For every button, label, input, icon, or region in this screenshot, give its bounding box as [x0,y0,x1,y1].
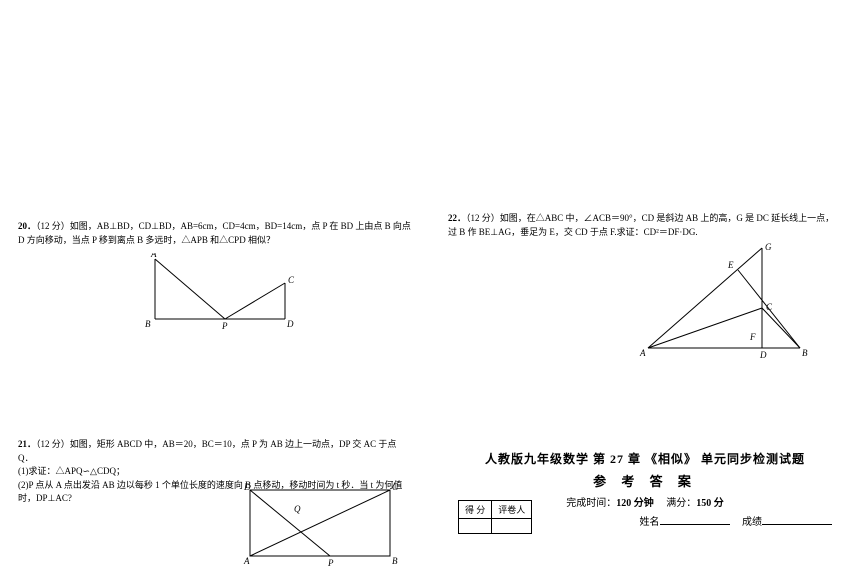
problem-21-q1: (1)求证：△APQ∽△CDQ； [18,465,412,479]
problem-21-number: 21． [18,439,36,449]
score-table: 得 分 评卷人 [458,500,532,534]
problem-21-figure: A B C D P Q [230,478,410,568]
label-G: G [765,242,772,252]
time-label: 完成时间： [566,498,616,509]
label-A: A [639,348,646,358]
problem-20-figure: A B P D C [115,253,315,333]
problem-22-points: （12 分） [466,213,500,223]
label-P: P [221,321,228,331]
problem-20-number: 20． [18,221,36,231]
score-table-cell2 [492,519,532,534]
label-A: A [150,253,157,259]
answer-title: 人教版九年级数学 第 27 章 《相似》 单元同步检测试题 [448,450,842,467]
label-A: A [243,556,250,566]
problem-20-points: （12 分） [36,221,70,231]
score-table-col1: 得 分 [459,501,492,519]
label-F: F [749,332,756,342]
score-label: 满分： [666,498,696,509]
score-table-cell1 [459,519,492,534]
problem-20: 20．（12 分）如图，AB⊥BD，CD⊥BD，AB=6cm，CD=4cm，BD… [18,220,412,339]
result-blank [762,515,832,525]
name-blank [660,515,730,525]
problem-21-points: （12 分） [36,439,70,449]
label-D: D [243,482,251,492]
label-B: B [802,348,808,358]
problem-22-figure: A B C D G E F [630,240,820,360]
label-E: E [727,260,734,270]
left-page: 20．（12 分）如图，AB⊥BD，CD⊥BD，AB=6cm，CD=4cm，BD… [0,0,430,547]
label-B: B [145,319,151,329]
label-D: D [286,319,294,329]
problem-22-number: 22． [448,213,466,223]
problem-22-text: 如图，在△ABC 中，∠ACB＝90°，CD 是斜边 AB 上的高，G 是 DC… [448,213,834,237]
answer-subtitle: 参 考 答 案 [448,471,842,490]
label-B: B [392,556,398,566]
problem-21-text: 如图，矩形 ABCD 中，AB＝20，BC＝10，点 P 为 AB 边上一动点，… [18,439,396,463]
label-P: P [327,558,334,568]
score-table-col2: 评卷人 [492,501,532,519]
result-label: 成绩 [742,517,762,528]
label-D: D [759,350,767,360]
label-C: C [288,275,295,285]
name-label: 姓名 [640,517,660,528]
label-Q: Q [294,504,301,514]
problem-22: 22．（12 分）如图，在△ABC 中，∠ACB＝90°，CD 是斜边 AB 上… [448,212,842,239]
time-value: 120 分钟 [616,498,654,509]
label-C: C [766,302,773,312]
score-value: 150 分 [696,498,724,509]
problem-20-text: 如图，AB⊥BD，CD⊥BD，AB=6cm，CD=4cm，BD=14cm，点 P… [18,221,411,245]
right-page: 22．（12 分）如图，在△ABC 中，∠ACB＝90°，CD 是斜边 AB 上… [430,0,860,547]
label-C: C [392,482,399,492]
